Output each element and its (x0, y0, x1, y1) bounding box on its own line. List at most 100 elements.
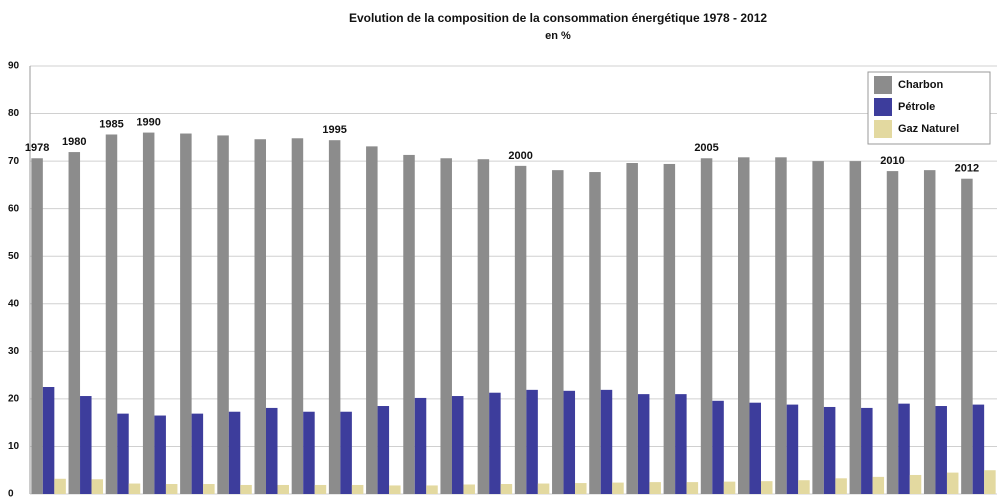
bar (861, 407, 873, 494)
bar (42, 387, 55, 494)
legend-swatch (874, 98, 892, 116)
y-tick-label: 60 (8, 203, 20, 214)
bar (637, 394, 650, 494)
bar (414, 397, 427, 494)
bar (526, 389, 538, 494)
legend-swatch (874, 120, 892, 138)
y-tick-label: 90 (8, 61, 20, 72)
bar (835, 478, 847, 494)
bar (575, 483, 587, 494)
bar (761, 481, 773, 494)
bar (972, 404, 985, 494)
bar (786, 404, 799, 494)
bar (663, 163, 676, 494)
bar (451, 396, 464, 494)
year-label: 1980 (62, 136, 86, 148)
bar (626, 163, 638, 494)
bar (923, 170, 936, 494)
bar (812, 161, 824, 494)
bar (612, 482, 624, 494)
chart-subtitle: en % (545, 30, 571, 42)
year-label: 1990 (136, 116, 160, 128)
year-label: 1978 (25, 142, 49, 154)
bar (91, 479, 104, 494)
chart-title: Evolution de la composition de la consom… (349, 11, 767, 25)
y-tick-label: 80 (8, 108, 20, 119)
legend-label: Gaz Naturel (898, 123, 959, 135)
legend-swatch (874, 76, 892, 94)
bar (80, 396, 92, 494)
bar (849, 161, 862, 494)
bar (946, 472, 959, 494)
bar (426, 485, 438, 494)
bar (191, 413, 204, 494)
y-tick-label: 40 (8, 298, 20, 309)
year-label: 1995 (322, 124, 346, 136)
bar (203, 484, 215, 494)
year-label: 2010 (880, 155, 904, 167)
bar (105, 134, 118, 495)
bar (823, 406, 836, 494)
bar (898, 403, 910, 494)
y-tick-label: 50 (8, 251, 20, 262)
bar (749, 402, 761, 494)
year-label: 2000 (508, 150, 532, 162)
bar (180, 133, 192, 495)
bar (31, 158, 43, 494)
bar (440, 158, 452, 494)
bar (377, 406, 390, 494)
bar (589, 172, 601, 494)
bar (872, 476, 885, 494)
bar (463, 484, 475, 494)
bar (600, 389, 613, 494)
bar (217, 135, 229, 495)
bar (563, 390, 576, 494)
bar (254, 139, 266, 495)
y-tick-label: 0 (8, 489, 14, 497)
bar (738, 157, 750, 494)
bar (500, 484, 513, 494)
bar (303, 411, 315, 494)
bar (366, 146, 378, 494)
bar (935, 406, 947, 494)
bar (477, 159, 490, 494)
legend-label: Charbon (898, 79, 944, 91)
y-tick-label: 70 (8, 156, 20, 167)
bar (68, 152, 81, 494)
bar (389, 485, 401, 494)
legend-label: Pétrole (898, 101, 935, 113)
bar (712, 400, 724, 494)
bar (351, 484, 364, 494)
bar (675, 394, 687, 494)
bar (798, 480, 810, 494)
bar (649, 482, 661, 494)
bar (686, 482, 699, 494)
bar (489, 392, 501, 494)
bar (340, 411, 352, 494)
year-label: 2012 (955, 163, 979, 175)
bar (552, 170, 564, 494)
y-tick-label: 30 (8, 346, 20, 357)
bar (775, 157, 787, 494)
bar (154, 415, 166, 494)
bar (228, 411, 241, 494)
bar (240, 484, 252, 494)
bar (165, 484, 178, 494)
bar (886, 171, 899, 494)
bar (961, 178, 973, 494)
bar (54, 478, 66, 494)
bar (328, 140, 341, 495)
year-label: 2005 (694, 142, 718, 154)
bar (723, 481, 736, 494)
bar (984, 470, 996, 494)
bar (700, 158, 713, 494)
bar (537, 483, 550, 494)
bar (403, 154, 415, 494)
y-tick-label: 10 (8, 441, 20, 452)
bar (128, 483, 141, 494)
bar (277, 484, 289, 494)
bar (142, 132, 155, 495)
year-label: 1985 (99, 118, 123, 130)
